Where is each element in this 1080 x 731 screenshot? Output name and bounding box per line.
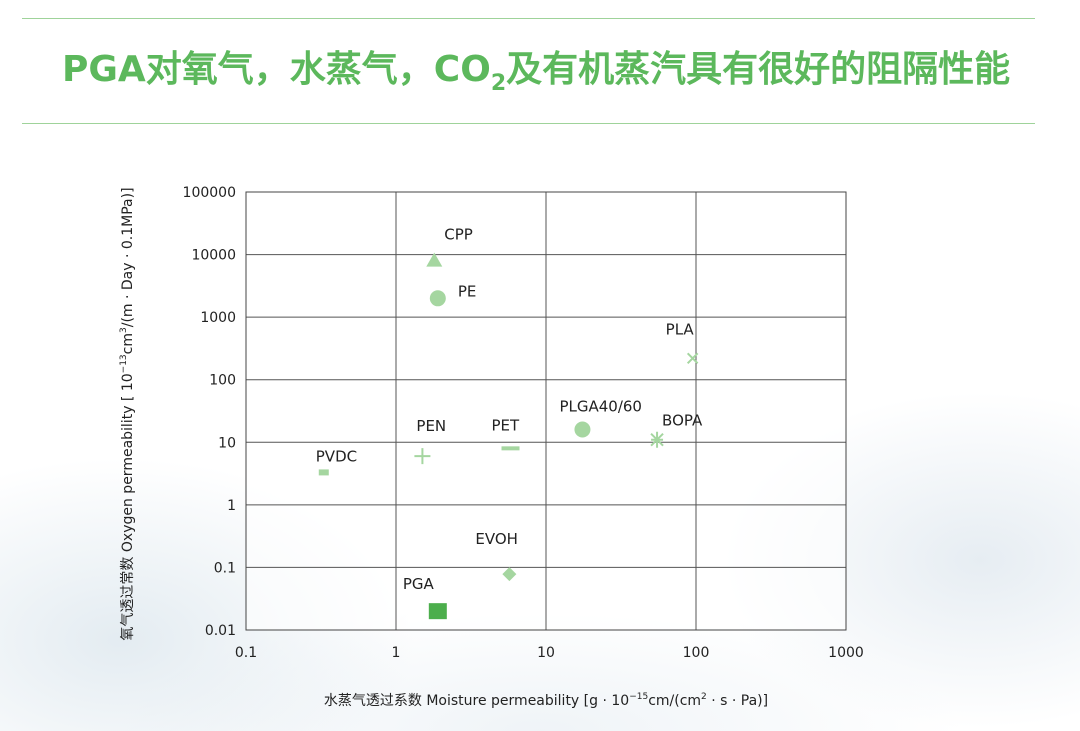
y-axis-label: 氧气透过常数 Oxygen permeability [ 10−13cm3/(m… xyxy=(119,187,136,641)
x-tick-label: 100 xyxy=(683,645,710,661)
point-pen xyxy=(414,448,431,465)
point-pe xyxy=(429,290,446,307)
y-tick-label: 1 xyxy=(227,498,236,514)
y-tick-label: 10000 xyxy=(191,248,236,264)
point-pet xyxy=(501,446,520,451)
point-evoh-label: EVOH xyxy=(475,530,518,548)
x-tick-label: 1000 xyxy=(828,645,864,661)
x-axis-label: 水蒸气透过系数 Moisture permeability [g · 10−15… xyxy=(323,692,769,709)
x-tick-label: 1 xyxy=(392,645,401,661)
point-pen-label: PEN xyxy=(416,417,446,435)
point-pe-label: PE xyxy=(458,282,477,300)
bottom-divider xyxy=(22,123,1035,124)
y-tick-label: 1000 xyxy=(200,310,236,326)
point-pla xyxy=(686,352,699,364)
point-cpp-label: CPP xyxy=(444,226,473,244)
point-pga xyxy=(428,603,447,620)
plot-frame xyxy=(245,191,847,631)
y-tick-label: 100 xyxy=(209,373,236,389)
point-evoh xyxy=(502,567,517,582)
y-tick-label: 0.1 xyxy=(214,560,236,576)
point-plga40-60-label: PLGA40/60 xyxy=(559,398,642,416)
y-tick-label: 100000 xyxy=(183,185,236,201)
point-pga-label: PGA xyxy=(403,575,435,593)
point-pla-label: PLA xyxy=(666,320,695,338)
page-title: PGA对氧气，水蒸气，CO2及有机蒸汽具有很好的阻隔性能 xyxy=(62,49,1011,96)
point-cpp xyxy=(426,252,443,267)
point-bopa-label: BOPA xyxy=(662,412,703,430)
x-tick-label: 10 xyxy=(537,645,555,661)
point-pvdc xyxy=(318,469,329,476)
top-divider xyxy=(22,18,1035,19)
x-tick-label: 0.1 xyxy=(235,645,257,661)
point-pet-label: PET xyxy=(492,416,521,434)
y-tick-label: 0.01 xyxy=(205,623,236,639)
point-bopa xyxy=(650,431,664,448)
point-pvdc-label: PVDC xyxy=(316,447,357,465)
y-tick-label: 10 xyxy=(218,435,236,451)
point-plga40-60 xyxy=(574,421,591,438)
